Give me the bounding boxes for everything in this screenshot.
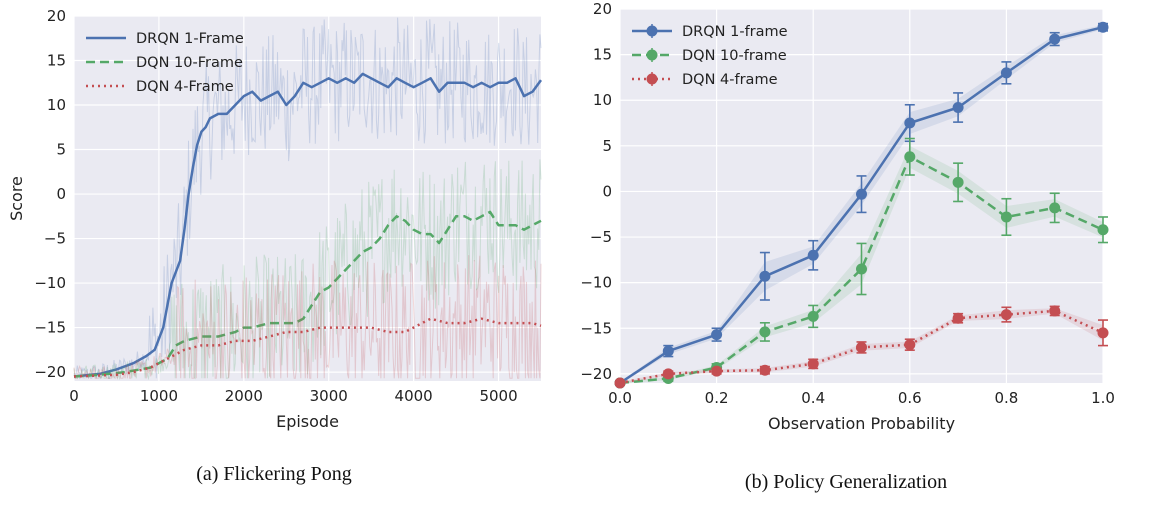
legend-marker: [646, 73, 658, 85]
legend-label: DQN 10-Frame: [136, 55, 243, 71]
caption-b: (b) Policy Generalization: [744, 471, 948, 493]
legend-label: DQN 10-frame: [682, 48, 787, 64]
data-point: [614, 377, 626, 389]
data-point: [952, 176, 964, 188]
data-point: [759, 364, 771, 376]
data-point: [856, 188, 867, 200]
data-point: [807, 358, 819, 370]
series-line-drqn-1-frame: [73, 72, 543, 378]
noise-band-dqn-4-frame: [73, 255, 542, 380]
y-tick-label: 0: [602, 182, 612, 200]
noise-band-drqn-1-frame: [73, 17, 542, 380]
x-axis-label: Episode: [276, 412, 339, 431]
caption-a: (a) Flickering Pong: [196, 463, 352, 485]
x-tick-label: 0.0: [608, 389, 632, 407]
legend-marker: [646, 25, 658, 37]
x-tick-label: 0.6: [898, 389, 922, 407]
y-tick-label: 5: [602, 137, 612, 155]
x-tick-label: 5000: [479, 387, 517, 405]
data-point: [952, 102, 964, 114]
y-tick-label: 20: [593, 0, 612, 18]
data-point: [662, 345, 674, 357]
data-point: [759, 326, 771, 338]
x-tick-label: 2000: [225, 387, 263, 405]
y-tick-label: −10: [580, 274, 612, 292]
data-point: [1049, 33, 1061, 45]
y-tick-label: −5: [590, 228, 612, 246]
y-tick-label: −20: [580, 365, 612, 383]
x-tick-label: 1.0: [1091, 389, 1115, 407]
y-tick-label: −20: [34, 363, 66, 381]
legend-marker: [646, 49, 658, 61]
y-tick-label: 0: [56, 185, 66, 203]
y-tick-label: 10: [47, 96, 66, 114]
data-point: [759, 270, 771, 282]
y-tick-label: −5: [44, 230, 66, 248]
y-tick-label: −15: [580, 319, 612, 337]
y-tick-label: 10: [593, 91, 612, 109]
x-tick-label: 0: [69, 387, 79, 405]
y-axis-label: Score: [7, 176, 26, 221]
legend-label: DRQN 1-Frame: [136, 31, 244, 47]
x-tick-label: 0.8: [994, 389, 1018, 407]
legend-label: DQN 4-Frame: [136, 79, 234, 95]
data-point: [711, 329, 723, 341]
data-point: [662, 368, 674, 380]
data-point: [1049, 202, 1061, 214]
data-point: [711, 365, 723, 377]
data-point: [952, 312, 964, 324]
noise-band-dqn-10-frame: [73, 159, 542, 381]
series-line-dqn-4-frame: [73, 317, 542, 378]
y-tick-label: −10: [34, 274, 66, 292]
y-tick-label: 15: [47, 52, 66, 70]
y-tick-label: 20: [47, 7, 66, 25]
x-tick-label: 4000: [395, 387, 433, 405]
y-tick-label: 5: [56, 141, 66, 159]
series-line-dqn-10-frame: [73, 210, 542, 378]
legend-label: DRQN 1-frame: [682, 24, 788, 40]
data-point: [904, 117, 916, 129]
data-point: [807, 249, 819, 261]
plot-area: [74, 16, 541, 381]
x-tick-label: 0.2: [705, 389, 729, 407]
x-tick-label: 1000: [140, 387, 178, 405]
data-point: [1049, 305, 1061, 317]
chart-flickering-pong: 0 1000 2000 3000 4000 5000 −20 −15 −10 −5 0 5 10 15 20…: [7, 7, 543, 431]
chart-policy-generalization: 0.0 0.2 0.4 0.6 0.8 1.0 −20 −15 −10 −5 0 5 10 15 20 Obs…: [580, 0, 1115, 433]
x-tick-label: 3000: [310, 387, 348, 405]
data-point: [904, 151, 916, 163]
data-point: [1097, 21, 1109, 33]
data-point: [807, 310, 819, 322]
data-point: [856, 263, 867, 275]
x-tick-label: 0.4: [801, 389, 825, 407]
data-point: [1097, 327, 1109, 339]
legend-label: DQN 4-frame: [682, 72, 778, 88]
y-tick-label: 15: [593, 46, 612, 64]
data-point: [1000, 67, 1012, 79]
x-axis-label: Observation Probability: [768, 414, 955, 433]
data-point: [856, 341, 867, 353]
y-tick-label: −15: [34, 319, 66, 337]
data-point: [1097, 224, 1109, 236]
data-point: [904, 339, 916, 351]
data-point: [1000, 309, 1012, 321]
data-point: [1000, 211, 1012, 223]
